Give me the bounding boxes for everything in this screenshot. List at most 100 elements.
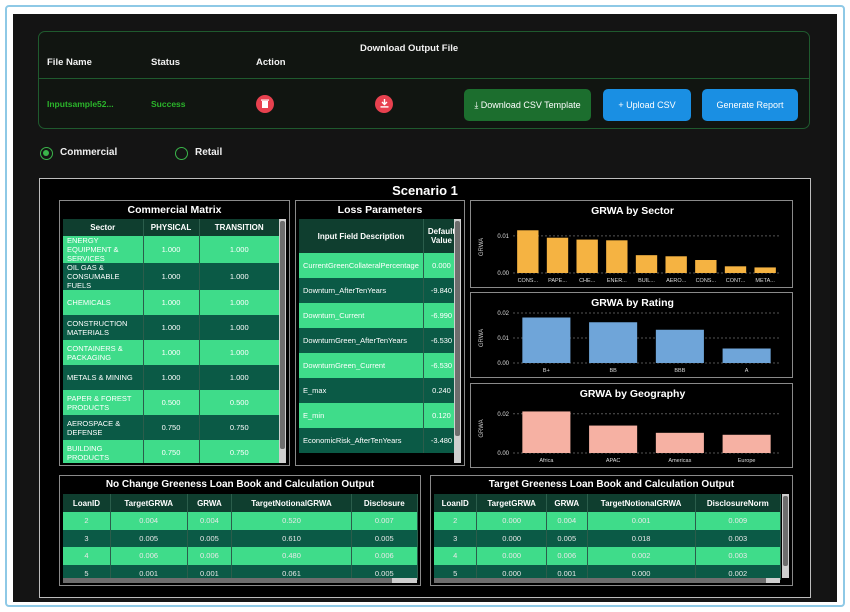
table-row[interactable]: Downturn_AfterTenYears -9.840 <box>299 278 454 303</box>
table-row[interactable]: 4 0.006 0.006 0.480 0.006 <box>63 547 418 565</box>
table-row[interactable]: E_min 0.120 <box>299 403 454 428</box>
bar[interactable] <box>589 322 638 363</box>
table-cell: 0.005 <box>187 529 233 547</box>
bar[interactable] <box>635 255 658 273</box>
table-row[interactable]: 2 0.004 0.004 0.520 0.007 <box>63 512 418 530</box>
table-row[interactable]: CurrentGreenCollateralPercentage 0.000 <box>299 253 454 278</box>
target-scrollbar[interactable] <box>782 494 789 578</box>
bar[interactable] <box>522 317 571 364</box>
file-upload-panel: File Name Status Action Download Output … <box>38 31 810 129</box>
table-cell: 0.500 <box>143 390 200 415</box>
table-cell: 0.002 <box>695 564 781 580</box>
commercial-radio[interactable] <box>40 147 53 160</box>
x-tick-label: A <box>745 368 749 374</box>
column-header[interactable]: TRANSITION <box>199 219 280 236</box>
target-hscroll[interactable] <box>434 578 780 583</box>
table-row[interactable]: AEROSPACE & DEFENSE 0.750 0.750 <box>63 415 280 440</box>
bar[interactable] <box>517 230 539 273</box>
table-cell: CONSTRUCTION MATERIALS <box>63 315 144 340</box>
delete-button[interactable] <box>256 95 274 113</box>
table-row[interactable]: DownturnGreen_AfterTenYears -6.530 <box>299 328 454 353</box>
bar[interactable] <box>589 425 638 453</box>
bar[interactable] <box>655 432 704 453</box>
table-cell: 2 <box>434 512 478 530</box>
column-header[interactable]: TargetGRWA <box>476 494 547 512</box>
upload-csv-button[interactable]: + Upload CSV <box>603 89 691 121</box>
table-row[interactable]: E_max 0.240 <box>299 378 454 403</box>
bar[interactable] <box>754 267 776 273</box>
column-header[interactable]: Disclosure <box>351 494 418 512</box>
table-row[interactable]: 5 0.000 0.001 0.000 0.002 <box>434 564 781 580</box>
column-header[interactable]: GRWA <box>546 494 588 512</box>
no-change-table-wrap: LoanID TargetGRWA GRWA TargetNotionalGRWA Di… <box>63 494 418 580</box>
scroll-thumb[interactable] <box>280 221 285 449</box>
header-divider <box>39 78 809 79</box>
table-cell: 0.500 <box>199 390 280 415</box>
x-tick-label: CHE... <box>579 278 596 284</box>
column-header[interactable]: PHYSICAL <box>143 219 200 236</box>
table-cell: 0.001 <box>546 564 588 580</box>
retail-label[interactable]: Retail <box>195 147 223 158</box>
download-output-button[interactable] <box>375 95 393 113</box>
scroll-thumb[interactable] <box>63 578 393 583</box>
scroll-thumb[interactable] <box>783 496 788 566</box>
table-row[interactable]: 5 0.001 0.001 0.061 0.005 <box>63 564 418 580</box>
column-header[interactable]: TargetGRWA <box>110 494 188 512</box>
dashboard-app: File Name Status Action Download Output … <box>13 14 837 602</box>
table-row[interactable]: BUILDING PRODUCTS 0.750 0.750 <box>63 440 280 463</box>
table-cell: 0.018 <box>587 529 696 547</box>
table-row[interactable]: CONSTRUCTION MATERIALS 1.000 1.000 <box>63 315 280 340</box>
table-row[interactable]: Downturn_Current -6.990 <box>299 303 454 328</box>
scroll-thumb[interactable] <box>455 221 460 436</box>
table-row[interactable]: METALS & MINING 1.000 1.000 <box>63 365 280 390</box>
no-change-hscroll[interactable] <box>63 578 417 583</box>
y-tick-label: 0.00 <box>497 361 509 367</box>
table-cell: 4 <box>63 547 111 565</box>
column-header[interactable]: DisclosureNorm <box>695 494 781 512</box>
column-header[interactable]: TargetNotionalGRWA <box>231 494 352 512</box>
table-row[interactable]: CHEMICALS 1.000 1.000 <box>63 290 280 315</box>
table-row[interactable]: ENERGY EQUIPMENT & SERVICES 1.000 1.000 <box>63 236 280 263</box>
bar[interactable] <box>724 266 747 273</box>
column-header[interactable]: TargetNotionalGRWA <box>587 494 696 512</box>
retail-radio[interactable] <box>175 147 188 160</box>
table-row[interactable]: 3 0.000 0.005 0.018 0.003 <box>434 529 781 547</box>
x-tick-label: BBB <box>674 368 685 374</box>
column-header[interactable]: Input Field Description <box>299 219 424 253</box>
uploaded-file-name[interactable]: Inputsample52... <box>47 99 114 109</box>
bar[interactable] <box>655 329 704 363</box>
table-row[interactable]: DownturnGreen_Current -6.530 <box>299 353 454 378</box>
bar[interactable] <box>722 348 771 364</box>
bar[interactable] <box>722 434 771 453</box>
column-header[interactable]: Default Value <box>423 219 454 253</box>
generate-report-button[interactable]: Generate Report <box>702 89 798 121</box>
column-header[interactable]: GRWA <box>187 494 233 512</box>
column-header[interactable]: LoanID <box>434 494 478 512</box>
scroll-thumb[interactable] <box>434 578 767 583</box>
y-tick-label: 0.01 <box>497 336 509 342</box>
bar[interactable] <box>606 240 628 273</box>
x-tick-label: BB <box>609 368 617 374</box>
commercial-label[interactable]: Commercial <box>60 147 118 158</box>
scenario-panel: Scenario 1 Commercial Matrix Sector PHYS… <box>39 178 811 598</box>
table-row[interactable]: 3 0.005 0.005 0.610 0.005 <box>63 529 418 547</box>
loss-parameters-table-wrap: Input Field Description Default Value Cu… <box>299 219 454 463</box>
grwa-by-sector-chart: GRWA by Sector GRWA 0.00 0.01 CONS... PAPE...… <box>470 200 793 288</box>
matrix-scrollbar[interactable] <box>279 219 286 463</box>
bar[interactable] <box>576 239 598 273</box>
bar[interactable] <box>522 411 571 453</box>
table-row[interactable]: PAPER & FOREST PRODUCTS 0.500 0.500 <box>63 390 280 415</box>
bar[interactable] <box>665 256 687 273</box>
download-csv-template-button[interactable]: ⤓ Download CSV Template <box>464 89 591 121</box>
table-row[interactable]: 2 0.000 0.004 0.001 0.009 <box>434 512 781 530</box>
bar[interactable] <box>546 237 569 273</box>
bar[interactable] <box>695 260 717 273</box>
table-cell: 0.520 <box>231 512 352 530</box>
column-header[interactable]: Sector <box>63 219 144 236</box>
table-row[interactable]: 4 0.000 0.006 0.002 0.003 <box>434 547 781 565</box>
table-row[interactable]: CONTAINERS & PACKAGING 1.000 1.000 <box>63 340 280 365</box>
table-row[interactable]: EconomicRisk_AfterTenYears -3.480 <box>299 428 454 453</box>
loss-scrollbar[interactable] <box>454 219 461 463</box>
column-header[interactable]: LoanID <box>63 494 111 512</box>
table-row[interactable]: OIL GAS & CONSUMABLE FUELS 1.000 1.000 <box>63 263 280 290</box>
